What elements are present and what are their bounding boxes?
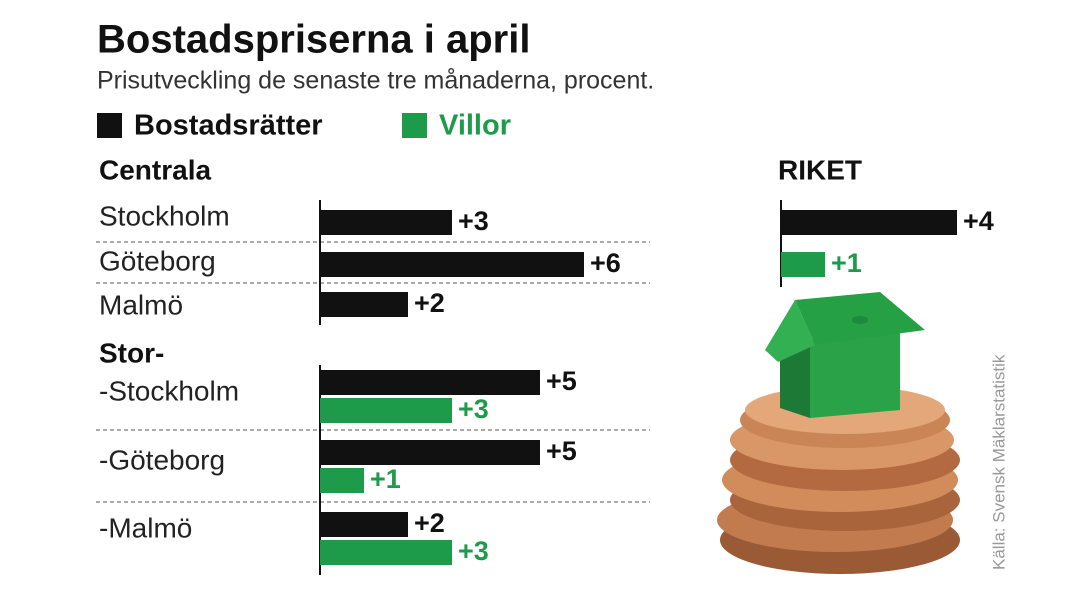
legend-swatch <box>402 113 427 138</box>
category-label: -Göteborg <box>99 444 225 475</box>
value-label: +1 <box>370 464 401 494</box>
bar <box>781 252 825 277</box>
legend-swatch <box>97 113 122 138</box>
bar <box>781 210 957 235</box>
legend-label: Bostadsrätter <box>134 110 323 142</box>
illustration <box>717 292 960 574</box>
bar <box>320 370 540 395</box>
bar <box>320 440 540 465</box>
bar <box>320 468 364 493</box>
value-label: +1 <box>831 248 862 278</box>
value-label: +3 <box>458 536 489 566</box>
category-label: -Stockholm <box>99 375 239 406</box>
value-label: +6 <box>590 248 621 278</box>
value-label: +2 <box>414 508 445 538</box>
category-label: Stockholm <box>99 200 230 231</box>
value-label: +5 <box>546 436 577 466</box>
value-label: +3 <box>458 206 489 236</box>
category-label: -Malmö <box>99 512 192 543</box>
category-label: Göteborg <box>99 245 216 276</box>
group-label: Stor- <box>99 337 164 368</box>
value-label: +3 <box>458 394 489 424</box>
bar <box>320 540 452 565</box>
bar <box>320 292 408 317</box>
value-label: +2 <box>414 288 445 318</box>
bar <box>320 210 452 235</box>
category-label: Malmö <box>99 289 183 320</box>
chart-title: Bostadspriserna i april <box>97 18 530 62</box>
legend-label: Villor <box>439 110 511 142</box>
value-label: +5 <box>546 366 577 396</box>
bar <box>320 398 452 423</box>
value-label: +4 <box>963 206 994 236</box>
bar <box>320 252 584 277</box>
bar <box>320 512 408 537</box>
group-label: Centrala <box>99 154 211 185</box>
riket-title: RIKET <box>778 154 862 185</box>
chart-subtitle: Prisutveckling de senaste tre månaderna,… <box>97 67 654 95</box>
source: Källa: Svensk Mäklarstatistik <box>989 354 1008 570</box>
